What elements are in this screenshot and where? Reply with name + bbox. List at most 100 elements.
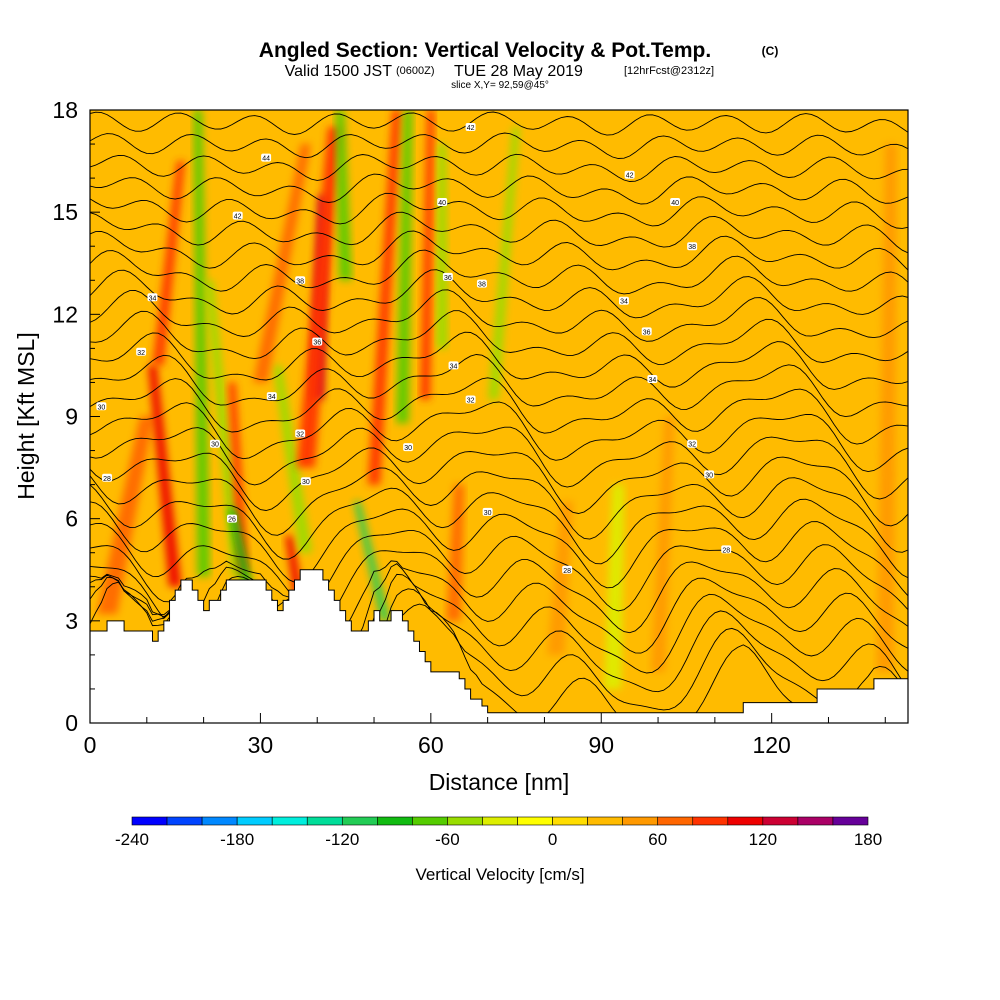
colorbar-bin <box>727 816 764 826</box>
colorbar-bin <box>271 816 308 826</box>
isentrope-label: 42 <box>467 125 475 132</box>
colorbar-bin <box>201 816 238 826</box>
isentrope-label: 34 <box>648 377 656 384</box>
y-tick-label: 12 <box>52 301 78 327</box>
y-tick-label: 0 <box>65 710 78 736</box>
isentrope-line <box>90 289 908 342</box>
isentrope-label: 30 <box>97 404 105 411</box>
isentrope-label-bg <box>687 439 698 448</box>
isentrope-label: 28 <box>722 547 730 554</box>
velocity-band <box>876 144 897 672</box>
isentrope-label-bg <box>266 392 277 401</box>
colorbar-bin <box>657 816 694 826</box>
isentrope-label: 44 <box>262 156 270 163</box>
chart-title-unit: (C) <box>762 44 779 58</box>
isentrope-line <box>90 211 908 254</box>
colorbar-tick-label: 60 <box>648 830 667 849</box>
isentrope-line <box>90 467 908 553</box>
colorbar-bin <box>622 816 659 826</box>
velocity-band <box>650 416 675 672</box>
isentrope-line <box>90 560 908 654</box>
colorbar-bin <box>587 816 623 826</box>
velocity-band <box>205 280 244 577</box>
slice-info: slice X,Y= 92,59@45° <box>451 80 549 91</box>
colorbar-tick-label: 0 <box>548 830 557 849</box>
colorbar: -240 -180 -120 -60 0 60 120 180 <box>115 816 882 849</box>
isentrope-label-bg <box>227 514 238 523</box>
colorbar-tick-label: 120 <box>749 830 777 849</box>
x-axis-label: Distance [nm] <box>429 769 570 795</box>
isentrope-line <box>90 310 908 365</box>
velocity-band <box>420 110 435 400</box>
isentrope-label: 38 <box>296 278 304 285</box>
y-tick-label: 6 <box>65 506 78 532</box>
isentrope-label-bg <box>647 375 658 384</box>
isentrope-label: 34 <box>620 299 628 306</box>
colorbar-tick-label: -240 <box>115 830 149 849</box>
isentrope-line <box>90 173 908 205</box>
velocity-band <box>97 416 154 615</box>
colorbar-bin <box>306 816 343 826</box>
colorbar-bin <box>762 816 799 826</box>
valid-time-prefix: Valid 1500 JST <box>285 63 393 80</box>
isentrope-label-bg <box>136 347 147 356</box>
isentrope-label-bg <box>618 296 629 305</box>
velocity-band <box>335 110 352 281</box>
x-tick-label: 30 <box>248 732 274 758</box>
velocity-band <box>253 144 311 383</box>
isentrope-label-bg <box>102 473 113 482</box>
isentrope-line <box>90 192 908 229</box>
isentrope-label-bg <box>562 565 573 574</box>
isentrope-label-bg <box>442 272 453 281</box>
isentrope-label: 30 <box>705 472 713 479</box>
isentrope-label-bg <box>209 439 220 448</box>
isentrope-line <box>90 447 908 527</box>
chart-title: Angled Section: Vertical Velocity & Pot.… <box>259 39 711 62</box>
isentrope-line <box>90 523 908 612</box>
colorbar-bin <box>552 816 588 826</box>
isentrope-label-bg <box>312 337 323 346</box>
colorbar-label: Vertical Velocity [cm/s] <box>415 865 584 884</box>
isentrope-label-bg <box>232 211 243 220</box>
y-tick-label: 3 <box>65 608 78 634</box>
isentrope-label: 42 <box>234 214 242 221</box>
colorbar-tick-label: -60 <box>435 830 460 849</box>
x-tick-label: 120 <box>752 732 790 758</box>
isentrope-label-bg <box>482 507 493 516</box>
isentrope-line <box>90 230 908 271</box>
isentrope-line <box>90 484 908 579</box>
isentrope-label: 28 <box>563 568 571 575</box>
isentrope-label-bg <box>476 279 487 288</box>
colorbar-tick-label: -120 <box>325 830 359 849</box>
velocity-band <box>273 365 313 553</box>
colorbar-bin <box>166 816 203 826</box>
isentrope-label-bg <box>465 395 476 404</box>
velocity-band <box>152 161 185 366</box>
velocity-band <box>367 110 402 485</box>
velocity-band <box>547 501 574 655</box>
isentrope-label-bg <box>403 443 414 452</box>
isentrope-label: 32 <box>688 442 696 449</box>
velocity-band <box>296 127 341 468</box>
isentrope-label: 30 <box>302 479 310 486</box>
isentrope-label-bg <box>448 361 459 370</box>
isentrope-label-bg <box>295 429 306 438</box>
colorbar-bin <box>692 816 729 826</box>
isentrope-label-bg <box>670 197 681 206</box>
velocity-band <box>436 144 448 349</box>
isentrope-label-bg <box>96 402 107 411</box>
velocity-band <box>353 501 390 621</box>
isentrope-line <box>90 132 908 159</box>
isentrope-label: 36 <box>313 340 321 347</box>
isentrope-label: 36 <box>643 329 651 336</box>
isentrope-label: 26 <box>228 517 236 524</box>
isentrope-line <box>90 545 908 634</box>
velocity-band <box>446 484 465 621</box>
isentrope-line <box>90 377 908 445</box>
forecast-info: [12hrFcst@2312z] <box>624 65 714 77</box>
isentrope-label: 28 <box>103 476 111 483</box>
velocity-band <box>488 127 520 400</box>
isentrope-label-bg <box>721 545 732 554</box>
isentrope-line <box>90 153 908 182</box>
